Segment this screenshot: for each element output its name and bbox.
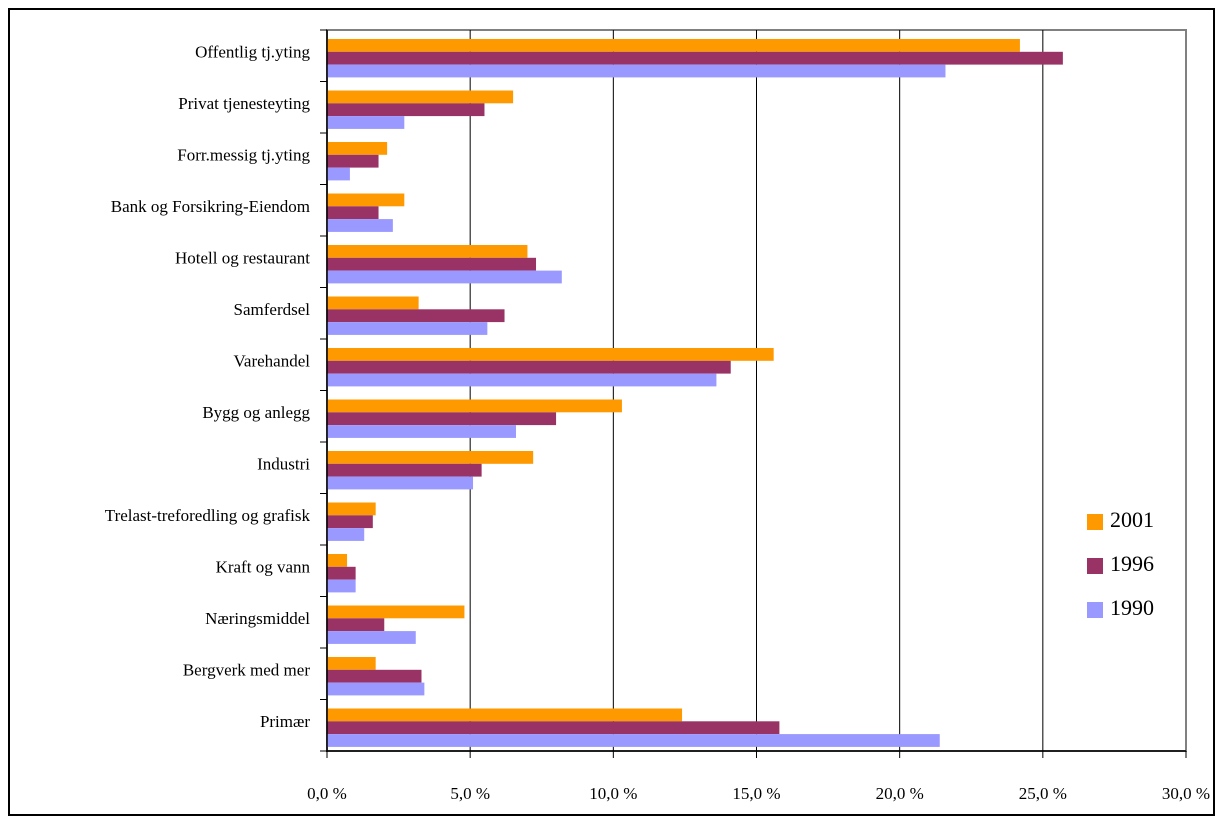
category-label: Industri	[257, 455, 310, 474]
x-tick-label: 0,0 %	[307, 784, 347, 803]
bar	[327, 515, 373, 529]
bar	[327, 360, 731, 374]
bars	[327, 39, 1063, 747]
bar	[327, 566, 356, 580]
bar	[327, 142, 388, 155]
x-tick-label: 5,0 %	[450, 784, 490, 803]
bar	[327, 245, 528, 258]
legend-label: 1996	[1110, 551, 1154, 576]
category-labels: Offentlig tj.yting Privat tjenesteyting Fo…	[105, 43, 311, 732]
x-tick-label: 20,0 %	[876, 784, 924, 803]
category-label: Bank og Forsikring-Eiendom	[111, 197, 310, 216]
bar	[327, 154, 379, 168]
bar	[327, 296, 419, 310]
bar	[327, 657, 376, 670]
bar	[327, 309, 505, 323]
bar	[327, 322, 488, 335]
gridlines	[469, 30, 1044, 751]
bar	[327, 399, 622, 413]
bar	[327, 425, 516, 438]
bar	[327, 412, 557, 426]
bar	[327, 618, 385, 632]
bar	[327, 167, 350, 181]
category-label: Offentlig tj.yting	[195, 43, 310, 62]
bar	[327, 682, 425, 696]
category-label: Hotell og restaurant	[175, 249, 310, 268]
category-label: Trelast-treforedling og grafisk	[105, 506, 311, 525]
bar	[327, 206, 379, 220]
bar	[327, 103, 485, 117]
legend: 2001 1996 1990	[1087, 507, 1154, 620]
x-tick-label: 25,0 %	[1019, 784, 1067, 803]
axes	[320, 29, 1187, 758]
bar	[327, 193, 405, 207]
bar	[327, 463, 482, 477]
bar	[327, 257, 537, 271]
bar	[327, 348, 774, 361]
category-label: Forr.messig tj.yting	[177, 146, 310, 165]
category-label: Bergverk med mer	[183, 661, 310, 680]
bar	[327, 554, 348, 567]
bar	[327, 528, 365, 541]
category-label: Varehandel	[234, 352, 311, 371]
bar	[327, 734, 940, 747]
bar	[327, 39, 1020, 52]
category-label: Privat tjenesteyting	[178, 94, 310, 113]
bar	[327, 605, 465, 619]
category-label: Næringsmiddel	[205, 609, 310, 628]
bar	[327, 669, 422, 683]
category-label: Samferdsel	[234, 300, 311, 319]
category-label: Kraft og vann	[216, 558, 311, 577]
legend-swatch	[1087, 514, 1103, 530]
x-tick-label: 10,0 %	[589, 784, 637, 803]
bar	[327, 708, 683, 722]
legend-label: 2001	[1110, 507, 1154, 532]
bar	[327, 219, 393, 232]
bar	[327, 476, 474, 490]
bar	[327, 270, 562, 284]
category-label: Primær	[260, 712, 310, 731]
x-tick-labels: 0,0 % 5,0 % 10,0 % 15,0 % 20,0 % 25,0 % 30,0 %	[307, 784, 1210, 803]
bar	[327, 51, 1063, 65]
x-tick-label: 15,0 %	[732, 784, 780, 803]
bar	[327, 64, 946, 78]
legend-swatch	[1087, 602, 1103, 618]
bar	[327, 90, 514, 104]
x-tick-label: 30,0 %	[1162, 784, 1210, 803]
bar	[327, 631, 416, 644]
legend-label: 1990	[1110, 595, 1154, 620]
legend-swatch	[1087, 558, 1103, 574]
bar	[327, 451, 534, 464]
bar	[327, 116, 405, 129]
bar	[327, 373, 717, 387]
bar	[327, 721, 780, 735]
bar	[327, 579, 356, 593]
bar	[327, 502, 376, 516]
category-label: Bygg og anlegg	[202, 403, 310, 422]
